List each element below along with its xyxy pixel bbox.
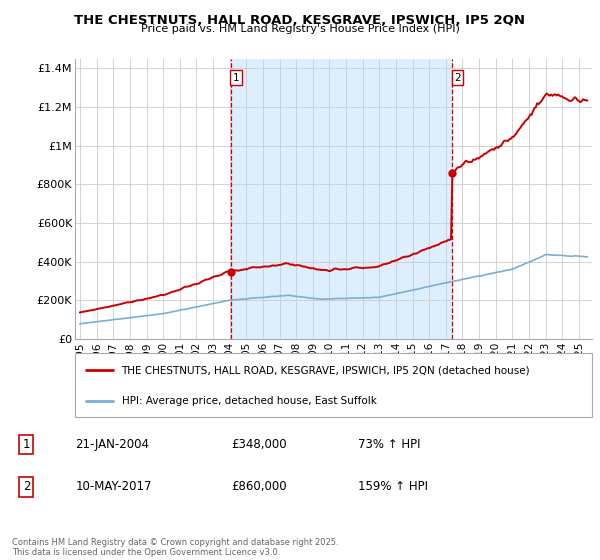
Bar	[230, 59, 452, 339]
Text: £348,000: £348,000	[231, 438, 287, 451]
Text: 10-MAY-2017: 10-MAY-2017	[76, 480, 152, 493]
Text: HPI: Average price, detached house, East Suffolk: HPI: Average price, detached house, East…	[122, 396, 376, 406]
Text: 21-JAN-2004: 21-JAN-2004	[76, 438, 149, 451]
Text: Contains HM Land Registry data © Crown copyright and database right 2025.
This d: Contains HM Land Registry data © Crown c…	[12, 538, 338, 557]
Text: 1: 1	[233, 72, 239, 82]
Text: 159% ↑ HPI: 159% ↑ HPI	[358, 480, 428, 493]
Text: 2: 2	[454, 72, 461, 82]
Text: 73% ↑ HPI: 73% ↑ HPI	[358, 438, 420, 451]
Text: THE CHESTNUTS, HALL ROAD, KESGRAVE, IPSWICH, IP5 2QN (detached house): THE CHESTNUTS, HALL ROAD, KESGRAVE, IPSW…	[122, 365, 530, 375]
Text: 2: 2	[23, 480, 30, 493]
Text: THE CHESTNUTS, HALL ROAD, KESGRAVE, IPSWICH, IP5 2QN: THE CHESTNUTS, HALL ROAD, KESGRAVE, IPSW…	[74, 14, 526, 27]
FancyBboxPatch shape	[75, 353, 592, 417]
Text: 1: 1	[23, 438, 30, 451]
Text: Price paid vs. HM Land Registry's House Price Index (HPI): Price paid vs. HM Land Registry's House …	[140, 24, 460, 34]
Text: £860,000: £860,000	[231, 480, 287, 493]
